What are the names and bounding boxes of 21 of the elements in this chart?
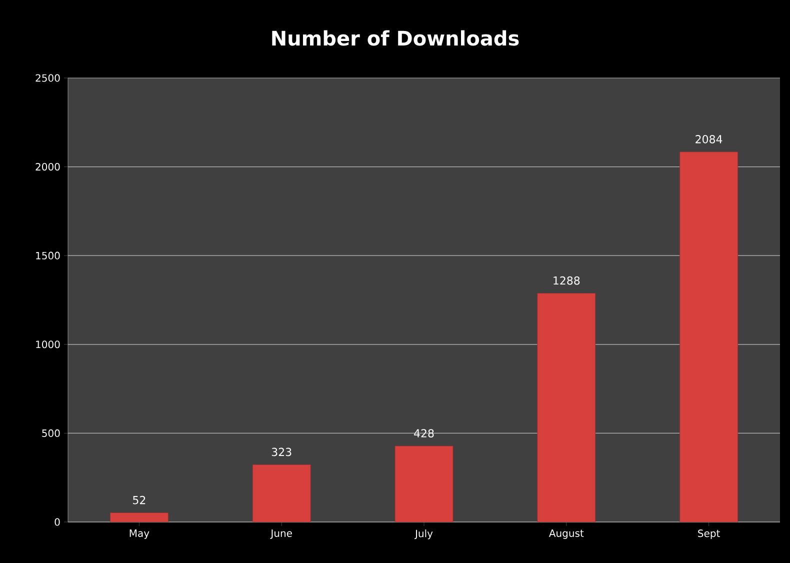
x-tick-label: August <box>548 530 584 539</box>
y-tick-label: 1000 <box>36 340 60 348</box>
x-tick-label: June <box>270 530 292 539</box>
bar <box>110 512 168 522</box>
x-tick-label: July <box>414 530 433 540</box>
y-tick-label: 2000 <box>36 163 60 171</box>
bar <box>394 446 454 522</box>
y-tick-label: 2500 <box>36 74 60 82</box>
y-tick-label: 500 <box>42 429 60 437</box>
y-tick-label: 1500 <box>36 252 60 260</box>
data-label: 1288 <box>554 276 580 285</box>
data-label: 323 <box>272 448 292 456</box>
data-label: 2084 <box>696 135 722 144</box>
chart-title: Number of Downloads <box>272 30 519 46</box>
data-label: 52 <box>133 496 146 504</box>
bar <box>252 464 311 522</box>
bar <box>680 152 738 522</box>
y-tick-label: 0 <box>54 518 60 526</box>
x-tick-label: Sept <box>698 530 720 540</box>
x-tick-label: May <box>130 530 150 539</box>
bar <box>537 293 596 522</box>
